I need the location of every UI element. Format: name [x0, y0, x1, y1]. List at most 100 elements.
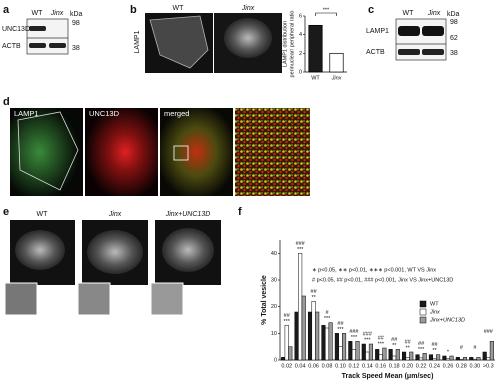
stain-label: LAMP1 — [134, 30, 141, 53]
bar — [338, 346, 343, 361]
bar — [284, 325, 289, 361]
legend-label: WT — [430, 301, 439, 307]
legend-label: Jinx+UNC13D — [429, 317, 465, 323]
column-label: WT — [37, 211, 49, 218]
y-tick-label: 4 — [299, 32, 302, 38]
significance-star: *** — [418, 347, 425, 353]
significance-star: *** — [351, 335, 358, 341]
legend-swatch — [419, 308, 427, 316]
x-tick-label: >0.3 — [483, 363, 494, 369]
x-tick-label: 0.12 — [349, 363, 360, 369]
cell — [162, 228, 214, 272]
bar — [288, 346, 293, 361]
legend-swatch — [419, 316, 427, 324]
x-tick-label: 0.06 — [308, 363, 319, 369]
column-label: WT — [173, 5, 185, 12]
legend-swatch — [419, 300, 427, 308]
x-tick-label: 0.24 — [429, 363, 440, 369]
column-label: UNC13D — [89, 109, 120, 118]
kda-label: kDa — [70, 11, 83, 18]
bar — [392, 355, 397, 361]
bar — [342, 333, 347, 361]
x-axis-label: Track Speed Mean (μm/sec) — [342, 373, 434, 380]
marker-label: 98 — [450, 19, 458, 26]
bar — [482, 351, 487, 361]
y-tick-label: 6 — [299, 13, 302, 19]
panel-label: e — [3, 206, 9, 218]
cell — [224, 18, 272, 58]
bar — [311, 301, 316, 361]
x-tick-label: 0.10 — [335, 363, 346, 369]
y-tick-label: 10 — [271, 331, 277, 337]
row-label: UNC13D — [2, 26, 30, 33]
bar — [308, 24, 323, 73]
x-tick-label: 0.18 — [389, 363, 400, 369]
significance-hash: ## — [378, 335, 385, 341]
x-tick-label: 0.20 — [402, 363, 413, 369]
significance-hash: ### — [484, 329, 494, 335]
significance-hash: ## — [337, 321, 344, 327]
significance-star: *** — [337, 327, 344, 333]
y-tick-label: 2 — [299, 51, 302, 57]
zoom-box — [173, 145, 189, 161]
bar — [294, 311, 299, 361]
band — [29, 26, 46, 31]
x-tick-label: 0.22 — [416, 363, 427, 369]
significance-star: *** — [297, 247, 304, 253]
band — [398, 49, 420, 55]
x-tick-label: 0.04 — [295, 363, 306, 369]
y-axis-label: % Total vesicle — [261, 275, 268, 325]
panel-label: c — [368, 4, 374, 16]
significance-hash: ## — [391, 337, 398, 343]
row-label: ACTB — [366, 49, 385, 56]
significance-hash: ### — [296, 241, 306, 247]
micrograph-inset — [77, 282, 111, 316]
band — [29, 43, 46, 48]
bar — [351, 349, 356, 361]
bar — [476, 357, 481, 361]
significance-hash: ## — [405, 339, 412, 345]
y-tick-label: 0 — [274, 357, 277, 363]
bar — [419, 357, 424, 361]
significance-hash: ### — [363, 331, 373, 337]
bar — [455, 357, 460, 361]
significance-star: *** — [378, 341, 385, 347]
x-tick-label: Jinx — [331, 75, 342, 81]
y-tick-label: 40 — [271, 251, 277, 257]
row-label: LAMP1 — [366, 28, 389, 35]
bar — [472, 358, 477, 361]
bar — [395, 349, 400, 361]
column-label: WT — [32, 10, 44, 17]
bar — [405, 357, 410, 361]
bar — [489, 341, 494, 361]
bar — [422, 353, 427, 361]
x-tick-label: 0.30 — [469, 363, 480, 369]
significance-hash: ## — [311, 289, 318, 295]
panel-label: b — [130, 4, 137, 16]
y-axis-label: LAMP1 distribution — [282, 21, 288, 67]
bar — [449, 355, 454, 361]
column-label: LAMP1 — [14, 109, 39, 118]
significance-hash: ### — [349, 329, 359, 335]
significance-hash: ## — [431, 342, 438, 348]
x-tick-label: 0.16 — [375, 363, 386, 369]
bar — [388, 349, 393, 361]
bar — [365, 351, 370, 361]
significance-hash: ## — [284, 313, 291, 319]
bar — [375, 349, 380, 361]
cell — [87, 230, 143, 274]
cell — [15, 230, 65, 270]
bar — [462, 357, 468, 361]
significance-star: ** — [432, 348, 437, 354]
micrograph — [10, 108, 83, 196]
bar — [402, 351, 407, 361]
annotation: ∗ p<0.05, ∗∗ p<0.01, ∗∗∗ p<0.001, WT VS … — [312, 267, 436, 273]
bar — [486, 357, 491, 361]
micrograph-inset — [150, 282, 184, 316]
bar — [378, 354, 383, 361]
annotation: # p<0.05, ## p<0.01, ### p<0.001, Jinx V… — [312, 277, 453, 283]
significance-hash: # — [326, 310, 330, 316]
significance-star: *** — [284, 319, 291, 325]
bar — [382, 347, 387, 361]
marker-label: 38 — [72, 45, 80, 52]
